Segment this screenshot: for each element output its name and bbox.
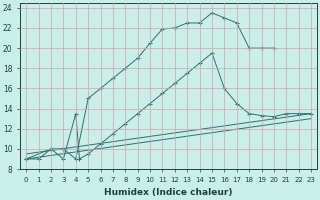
X-axis label: Humidex (Indice chaleur): Humidex (Indice chaleur) xyxy=(104,188,233,197)
